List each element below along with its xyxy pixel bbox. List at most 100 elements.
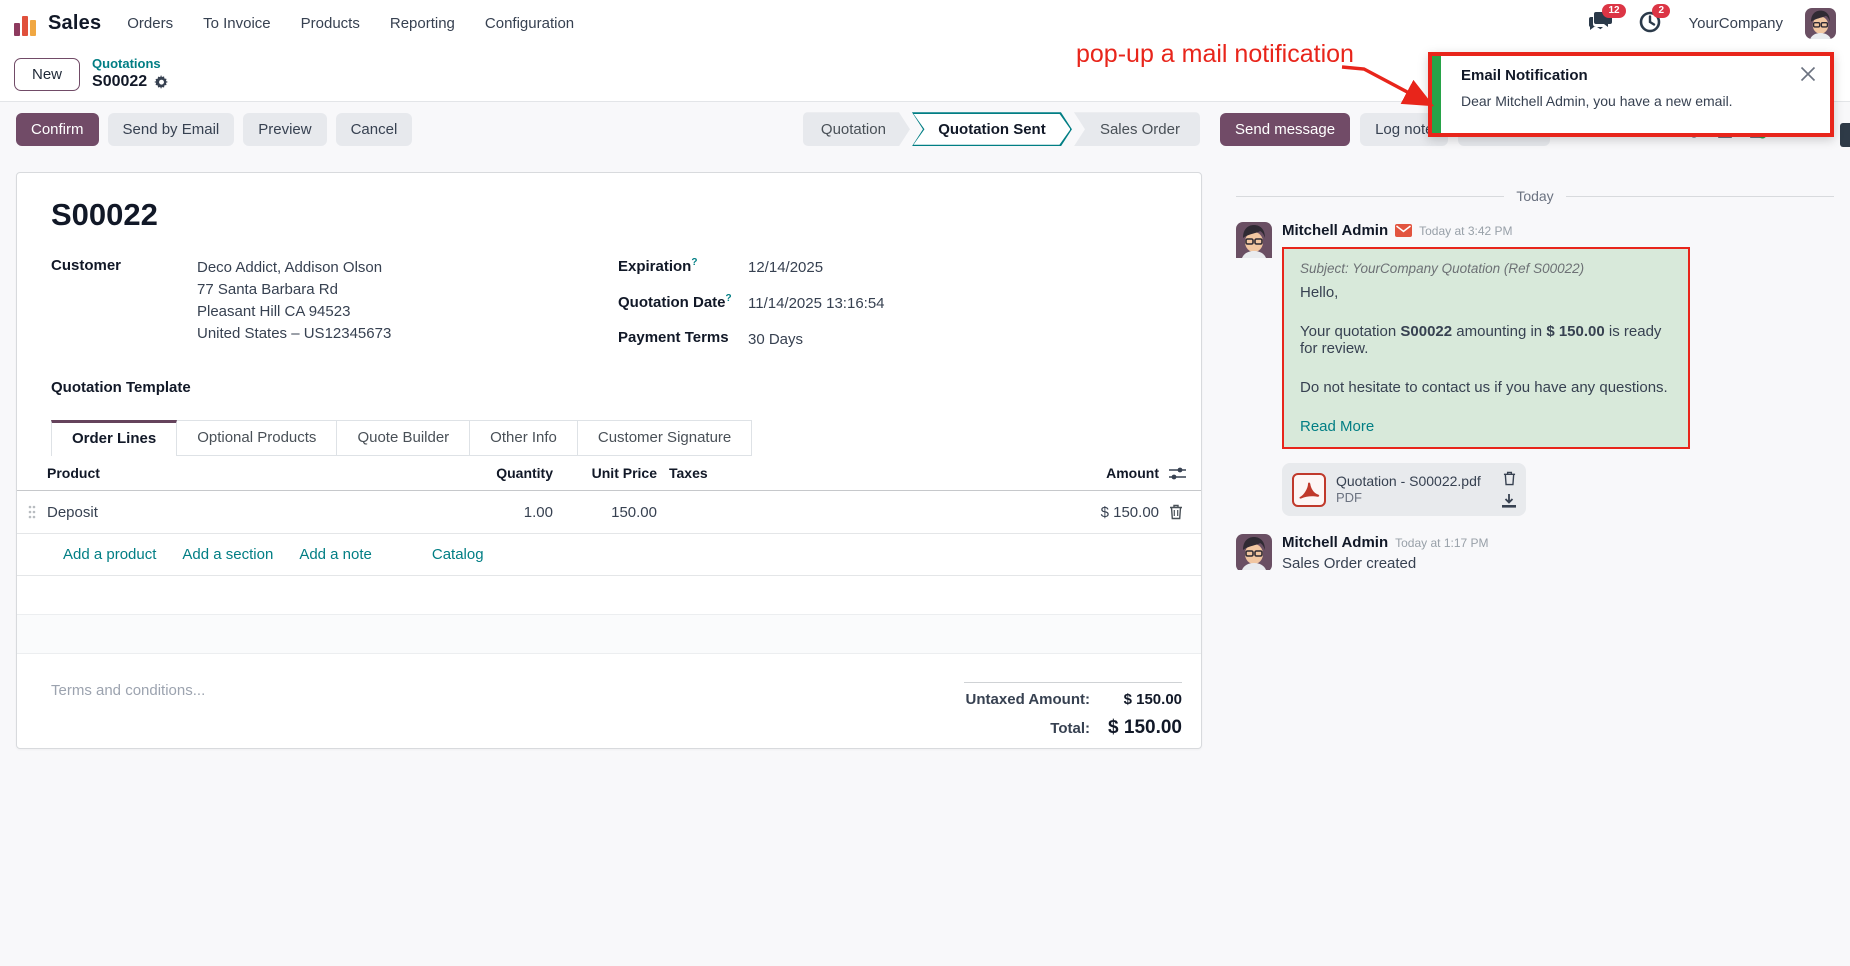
- cell-quantity[interactable]: 1.00: [523, 503, 553, 521]
- attachment-filename[interactable]: Quotation - S00022.pdf: [1336, 473, 1481, 490]
- menu-reporting[interactable]: Reporting: [389, 14, 455, 32]
- col-quantity[interactable]: Quantity: [496, 465, 553, 482]
- tab-customer-signature[interactable]: Customer Signature: [577, 420, 753, 457]
- chatter: Today Mitchell Admin Today at 3:42 PM Su…: [1218, 156, 1850, 572]
- annotation-label: pop-up a mail notification: [1076, 40, 1354, 68]
- user-avatar[interactable]: [1805, 7, 1836, 39]
- notification-title: Email Notification: [1461, 67, 1588, 84]
- add-section-link[interactable]: Add a section: [182, 546, 274, 564]
- total-label: Total:: [1050, 720, 1090, 738]
- cancel-button[interactable]: Cancel: [335, 112, 413, 146]
- attachment-download-icon[interactable]: [1502, 494, 1516, 508]
- breadcrumb: Quotations S00022: [92, 56, 169, 92]
- close-icon[interactable]: [1800, 66, 1816, 82]
- attachment-delete-icon[interactable]: [1503, 471, 1516, 486]
- breadcrumb-quotations[interactable]: Quotations: [92, 56, 161, 71]
- message-timestamp: Today at 1:17 PM: [1395, 535, 1489, 550]
- menu-to-invoice[interactable]: To Invoice: [203, 14, 271, 32]
- cell-unit-price[interactable]: 150.00: [611, 503, 657, 521]
- order-lines-header: Product Quantity Unit Price Taxes Amount: [17, 456, 1203, 492]
- col-amount[interactable]: Amount: [1106, 465, 1159, 482]
- customer-address-line: United States – US12345673: [197, 325, 392, 343]
- tab-optional-products[interactable]: Optional Products: [177, 420, 338, 457]
- terms-and-conditions-input[interactable]: Terms and conditions...: [51, 682, 206, 700]
- stage-quotation[interactable]: Quotation: [803, 112, 910, 146]
- add-product-link[interactable]: Add a product: [63, 546, 157, 564]
- quotation-form-sheet: S00022 Customer Deco Addict, Addison Ols…: [16, 172, 1203, 750]
- col-product[interactable]: Product: [47, 465, 100, 482]
- drag-handle-icon[interactable]: [17, 505, 47, 519]
- attachment-card[interactable]: Quotation - S00022.pdf PDF: [1282, 463, 1526, 517]
- expiration-label: Expiration?: [618, 257, 698, 276]
- stage-quotation-sent[interactable]: Quotation Sent: [912, 112, 1072, 146]
- menu-orders[interactable]: Orders: [127, 14, 174, 32]
- send-message-button[interactable]: Send message: [1220, 112, 1351, 146]
- annotation-arrow: [1341, 65, 1435, 107]
- payment-terms-field[interactable]: 30 Days: [748, 331, 804, 349]
- breadcrumb-current: S00022: [92, 73, 148, 91]
- table-row[interactable]: Deposit 1.00 150.00 $ 150.00: [17, 491, 1203, 535]
- chatter-message: Mitchell Admin Today at 3:42 PM Subject:…: [1236, 222, 1834, 517]
- email-body-line: Your quotation S00022 amounting in $ 150…: [1300, 323, 1662, 358]
- send-by-email-button[interactable]: Send by Email: [107, 112, 235, 146]
- delete-row-icon[interactable]: [1159, 504, 1203, 520]
- payment-terms-label: Payment Terms: [618, 329, 729, 347]
- col-taxes[interactable]: Taxes: [669, 465, 708, 482]
- activities-clock-icon[interactable]: 2: [1638, 4, 1671, 36]
- message-avatar[interactable]: [1236, 222, 1272, 516]
- notification-accent-stripe: [1432, 56, 1441, 133]
- col-unit-price[interactable]: Unit Price: [591, 465, 657, 482]
- expiration-field[interactable]: 12/14/2025: [748, 259, 824, 277]
- new-button[interactable]: New: [14, 57, 81, 91]
- quotation-date-label: Quotation Date?: [618, 293, 732, 312]
- tab-other-info[interactable]: Other Info: [470, 420, 578, 457]
- gear-icon[interactable]: [154, 74, 169, 90]
- status-pipeline: Quotation Quotation Sent Sales Order: [803, 112, 1200, 147]
- add-note-link[interactable]: Add a note: [299, 546, 372, 564]
- cell-product[interactable]: Deposit: [47, 503, 98, 521]
- tab-order-lines[interactable]: Order Lines: [51, 420, 178, 457]
- message-timestamp: Today at 3:42 PM: [1419, 223, 1513, 238]
- attachment-type: PDF: [1336, 490, 1362, 506]
- help-question-icon: ?: [691, 257, 698, 269]
- messages-icon[interactable]: 12: [1588, 4, 1626, 36]
- obscured-element: [1840, 123, 1850, 147]
- notification-body: Dear Mitchell Admin, you have a new emai…: [1461, 93, 1733, 109]
- confirm-button[interactable]: Confirm: [16, 112, 99, 146]
- table-footer-links: Add a product Add a section Add a note C…: [17, 534, 1201, 577]
- message-avatar[interactable]: [1236, 534, 1272, 572]
- date-divider: Today: [1236, 188, 1834, 204]
- message-body: Sales Order created: [1282, 555, 1417, 573]
- read-more-link[interactable]: Read More: [1300, 418, 1375, 436]
- empty-table-row: [17, 615, 1201, 655]
- quotation-date-field[interactable]: 11/14/2025 13:16:54: [748, 295, 885, 313]
- total-value: $ 150.00: [1108, 717, 1182, 739]
- menu-configuration[interactable]: Configuration: [484, 14, 575, 32]
- totals-block: Untaxed Amount: $ 150.00 Total: $ 150.00: [964, 682, 1182, 748]
- sales-app-icon[interactable]: [14, 10, 40, 36]
- email-subject: Subject: YourCompany Quotation (Ref S000…: [1300, 261, 1585, 277]
- quotation-template-label: Quotation Template: [51, 379, 191, 397]
- customer-name-field[interactable]: Deco Addict, Addison Olson: [197, 259, 383, 277]
- help-question-icon: ?: [725, 293, 732, 305]
- menu-products[interactable]: Products: [300, 14, 360, 32]
- top-navbar: Sales Orders To Invoice Products Reporti…: [0, 0, 1850, 46]
- empty-table-row: [17, 576, 1201, 616]
- action-row: Confirm Send by Email Preview Cancel Quo…: [0, 102, 1850, 156]
- company-name[interactable]: YourCompany: [1688, 14, 1783, 32]
- optional-columns-icon[interactable]: [1159, 466, 1203, 481]
- untaxed-amount-label: Untaxed Amount:: [965, 691, 1090, 709]
- activities-badge: 2: [1652, 4, 1671, 18]
- stage-sales-order[interactable]: Sales Order: [1073, 112, 1200, 147]
- tab-quote-builder[interactable]: Quote Builder: [337, 420, 471, 457]
- untaxed-amount-value: $ 150.00: [1123, 691, 1182, 709]
- preview-button[interactable]: Preview: [243, 112, 327, 146]
- email-body-line: Do not hesitate to contact us if you hav…: [1300, 379, 1668, 397]
- app-name[interactable]: Sales: [48, 11, 102, 34]
- pdf-file-icon: [1292, 472, 1326, 507]
- catalog-link[interactable]: Catalog: [431, 546, 484, 564]
- notebook-tabs: Order Lines Optional Products Quote Buil…: [17, 420, 1201, 457]
- message-author[interactable]: Mitchell Admin: [1282, 222, 1389, 240]
- chatter-message: Mitchell Admin Today at 1:17 PM Sales Or…: [1236, 534, 1834, 572]
- message-author[interactable]: Mitchell Admin: [1282, 534, 1389, 552]
